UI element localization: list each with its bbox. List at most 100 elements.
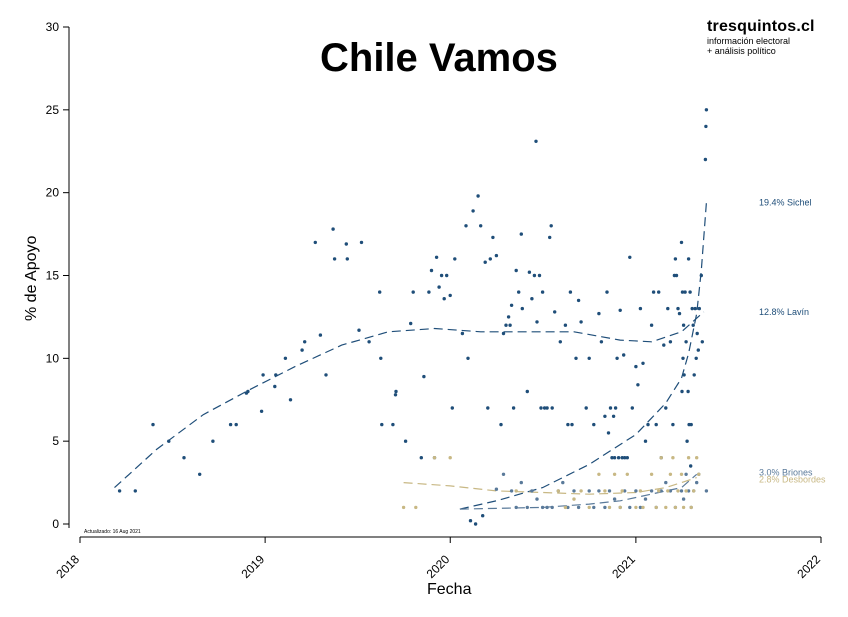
point-sichel [517,290,521,294]
point-briones [597,489,601,493]
point-sichel [662,343,666,347]
point-lavín [442,297,446,301]
point-lavín [378,290,382,294]
point-sichel [691,323,695,327]
point-lavín [274,373,278,377]
point-briones [501,472,506,476]
chart-title: Chile Vamos [320,36,558,80]
point-lavín [318,333,323,337]
point-sichel [681,323,686,327]
point-sichel [532,273,537,278]
trend-lines [114,202,707,510]
x-tick-label: 2020 [424,552,453,581]
x-axis-label: Fecha [427,581,472,598]
point-briones [686,489,691,493]
point-sichel [623,456,627,460]
point-sichel [525,389,529,394]
point-lavín [259,409,264,413]
point-sichel [508,323,512,327]
point-desbordes [612,472,617,476]
point-sichel [499,422,503,427]
point-desbordes [618,505,622,510]
point-sichel [680,290,685,294]
point-desbordes [664,505,668,510]
point-sichel [606,431,611,435]
point-sichel [603,414,607,418]
point-sichel [464,224,468,228]
point-lavín [344,242,348,246]
point-lavín [182,456,186,460]
point-lavín [439,273,444,278]
point-lavín [198,472,202,476]
point-lavín [313,240,317,245]
point-desbordes [668,472,673,476]
point-briones [634,489,638,493]
point-sichel [651,290,656,294]
point-sichel [597,311,601,316]
point-sichel [568,290,573,294]
point-lavín [345,257,349,261]
point-sichel [668,340,673,344]
brand-line-2: + análisis político [707,46,776,56]
point-briones [607,489,612,493]
point-lavín [448,293,452,298]
point-desbordes [607,505,612,510]
point-sichel [704,108,709,112]
point-desbordes [448,456,452,460]
point-briones [695,480,699,485]
x-tick-label: 2022 [794,552,823,581]
point-sichel [611,414,616,418]
point-sichel [540,290,545,294]
point-sichel [548,235,552,240]
point-desbordes [638,489,643,493]
point-lavín [429,268,434,273]
point-sichel [616,456,621,460]
point-briones [519,480,523,485]
point-lavín [117,489,122,493]
point-lavín [133,489,137,493]
point-sichel [537,273,542,278]
point-desbordes [414,505,418,510]
point-lavín [228,422,233,427]
point-sichel [625,456,629,460]
point-sichel [703,157,708,162]
point-lavín [445,273,449,278]
point-desbordes [634,505,638,510]
point-briones [566,505,570,510]
point-sichel [610,456,614,460]
point-sichel [539,406,543,410]
point-briones [664,480,668,485]
point-lavín [151,422,155,427]
point-sichel [694,356,698,360]
point-sichel [696,348,700,352]
point-sichel [545,406,549,410]
point-desbordes [654,505,658,510]
point-desbordes [689,505,693,510]
point-lavín [234,422,238,427]
point-desbordes [649,472,654,476]
point-sichel [692,373,696,377]
point-sichel [549,224,553,228]
point-sichel [622,353,626,357]
point-briones [530,489,534,493]
updated-note: Actualizado: 16 Aug 2021 [84,529,141,535]
point-desbordes [676,489,680,493]
point-sichel [612,456,617,460]
point-briones [643,497,648,501]
point-desbordes [681,505,686,510]
point-desbordes [659,456,663,460]
data-points [117,108,709,526]
point-sichel [566,422,570,427]
point-lavín [246,389,250,394]
point-sichel [649,323,654,327]
point-sichel [550,406,554,410]
point-briones [572,489,576,493]
point-sichel [697,306,701,311]
point-briones [514,505,518,510]
point-sichel [615,356,619,360]
point-lavín [167,439,171,443]
point-sichel [584,406,588,410]
trend-line-desbordes [403,477,697,495]
end-label-sichel: 19.4% Sichel [759,198,812,208]
point-briones [587,489,591,493]
